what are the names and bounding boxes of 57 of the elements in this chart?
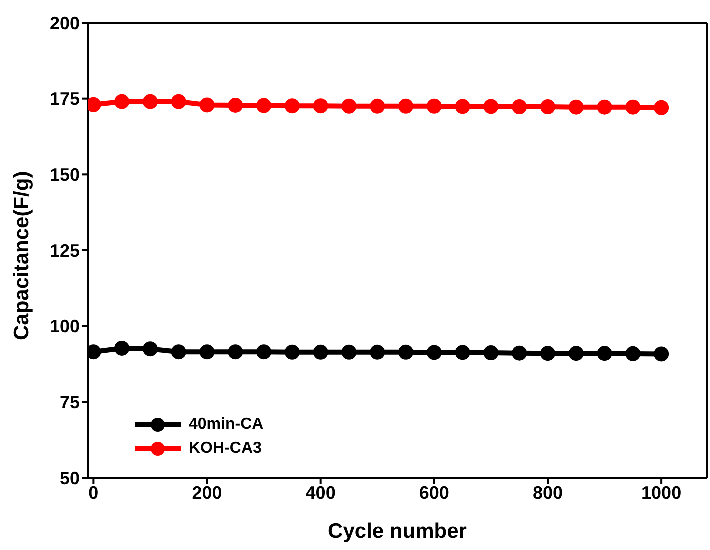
- point: [654, 100, 670, 116]
- point: [228, 98, 244, 114]
- point: [398, 98, 414, 114]
- legend-label: 40min-CA: [189, 416, 264, 434]
- point: [284, 344, 300, 360]
- point: [484, 99, 499, 114]
- point: [114, 340, 130, 356]
- x-tick-label: 800: [532, 482, 564, 503]
- point: [256, 98, 272, 114]
- point: [313, 98, 328, 114]
- point: [342, 344, 357, 360]
- point: [313, 344, 328, 360]
- point: [626, 346, 641, 362]
- point: [484, 346, 499, 361]
- point: [597, 346, 612, 362]
- point: [342, 98, 357, 114]
- x-axis-title: Cycle number: [328, 520, 467, 543]
- point: [142, 94, 158, 110]
- point: [256, 344, 272, 360]
- point: [455, 345, 470, 360]
- point: [200, 98, 215, 113]
- point: [654, 346, 670, 362]
- y-tick-label: 175: [50, 89, 80, 110]
- point: [568, 100, 584, 115]
- point: [171, 94, 186, 110]
- legend-label: KOH-CA3: [189, 440, 262, 458]
- y-tick-label: 50: [60, 468, 80, 488]
- point: [398, 344, 414, 360]
- point: [568, 346, 584, 362]
- y-axis-title: Capacitance(F/g): [10, 171, 34, 340]
- point: [370, 98, 386, 114]
- point: [171, 344, 186, 360]
- y-tick-label: 150: [50, 165, 80, 186]
- y-tick-label: 125: [50, 240, 80, 261]
- point: [426, 98, 442, 114]
- point: [512, 100, 528, 115]
- point: [626, 100, 641, 115]
- point: [142, 342, 158, 357]
- point: [284, 98, 300, 114]
- point: [597, 100, 612, 115]
- point: [228, 344, 244, 360]
- y-tick-label: 100: [50, 316, 80, 337]
- point: [540, 100, 556, 115]
- x-tick-label: 0: [88, 482, 99, 503]
- y-tick-label: 200: [50, 13, 80, 34]
- point: [512, 346, 528, 361]
- x-tick-label: 200: [192, 482, 222, 503]
- x-tick-label: 600: [419, 482, 450, 503]
- y-tick-label: 75: [60, 392, 80, 413]
- point: [455, 99, 470, 114]
- point: [426, 345, 442, 360]
- x-tick-label: 400: [306, 482, 336, 503]
- point: [114, 94, 130, 110]
- point: [540, 346, 556, 362]
- point: [370, 344, 386, 360]
- x-tick-label: 1000: [642, 482, 682, 503]
- point: [200, 344, 215, 360]
